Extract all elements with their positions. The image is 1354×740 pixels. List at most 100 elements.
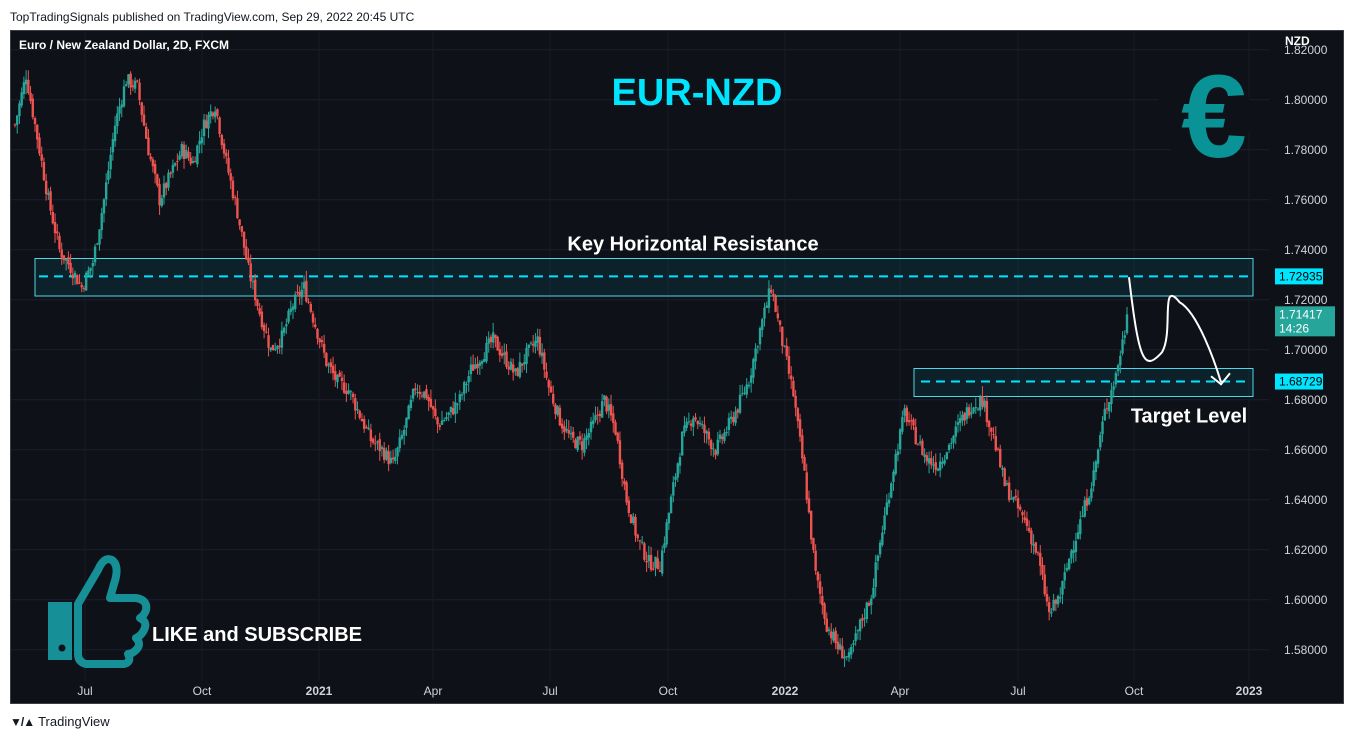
candle: [1027, 520, 1031, 534]
candle: [271, 344, 275, 351]
candle: [498, 341, 502, 363]
candle: [890, 481, 893, 499]
candle: [774, 294, 777, 313]
candle: [58, 232, 61, 253]
candle: [365, 424, 368, 429]
candle: [27, 70, 30, 95]
x-tick-label: Oct: [659, 684, 678, 698]
y-tick-label: 1.60000: [1284, 593, 1328, 607]
candle: [645, 551, 648, 572]
candle: [552, 385, 555, 407]
candle: [1021, 510, 1024, 524]
candle: [120, 99, 123, 118]
candle: [625, 480, 628, 506]
candle: [658, 561, 662, 572]
candle: [1014, 488, 1017, 501]
candle: [436, 416, 439, 434]
candle: [587, 428, 590, 446]
y-tick-label: 1.68000: [1284, 393, 1328, 407]
candle: [1092, 461, 1095, 492]
candle: [56, 223, 59, 240]
candle: [809, 510, 813, 545]
candle: [983, 397, 986, 412]
candle: [872, 578, 875, 599]
candle: [151, 156, 155, 173]
candle: [360, 413, 364, 422]
candle: [96, 242, 99, 246]
candle: [169, 171, 172, 178]
candle: [603, 394, 606, 407]
candle: [1094, 459, 1098, 481]
candle: [191, 156, 195, 164]
candle: [1072, 540, 1075, 563]
candle: [694, 413, 697, 422]
candle: [318, 337, 321, 349]
resistance-label: Key Horizontal Resistance: [567, 234, 818, 256]
candle: [18, 100, 21, 124]
candle: [309, 301, 312, 314]
candle: [200, 128, 204, 154]
candle: [387, 444, 390, 472]
candle: [1096, 448, 1100, 469]
candle: [211, 111, 215, 120]
candle: [42, 157, 46, 182]
candle: [64, 258, 68, 271]
candle: [474, 357, 477, 370]
candle: [489, 334, 493, 349]
y-tick-label: 1.80000: [1284, 93, 1328, 107]
candle: [907, 411, 911, 426]
candle: [362, 415, 366, 433]
candle: [434, 399, 437, 420]
zones: [34, 258, 1254, 397]
candle: [1039, 545, 1042, 576]
candle: [258, 302, 261, 317]
candle: [265, 323, 268, 334]
svg-text:1.72935: 1.72935: [1279, 269, 1323, 283]
candle: [747, 381, 751, 389]
candle: [765, 301, 768, 309]
candle: [405, 417, 408, 437]
candle: [491, 322, 495, 349]
candle: [53, 213, 57, 243]
candle: [509, 358, 513, 371]
candle: [538, 328, 542, 358]
candle: [193, 156, 197, 163]
candle: [620, 459, 624, 487]
candle: [291, 303, 295, 320]
candle: [242, 231, 246, 256]
candle: [578, 431, 582, 445]
candle: [1076, 524, 1080, 540]
candle: [198, 131, 201, 154]
candle: [320, 336, 324, 348]
chart-frame[interactable]: Euro / New Zealand Dollar, 2D, FXCM EUR-…: [10, 30, 1344, 704]
price-axis[interactable]: NZD 1.82000 1.80000 1.78000 1.76000 1.74000 1…: [1284, 34, 1328, 657]
candle: [227, 149, 230, 176]
svg-text:1.68729: 1.68729: [1279, 375, 1323, 389]
candle: [892, 469, 895, 491]
candle: [527, 344, 530, 357]
candle: [974, 397, 977, 414]
candle: [692, 415, 695, 436]
candle: [667, 512, 671, 531]
candle: [707, 428, 711, 446]
candle: [778, 320, 782, 333]
candle: [233, 195, 237, 206]
candle: [218, 116, 221, 138]
candle: [76, 274, 79, 285]
candle: [574, 437, 577, 449]
time-axis[interactable]: Jul Oct 2021 Apr Jul Oct 2022 Apr Jul Oct 2023: [77, 684, 1262, 698]
candle: [738, 384, 742, 415]
candle: [607, 398, 611, 419]
y-tick-label: 1.62000: [1284, 543, 1328, 557]
candle: [122, 79, 126, 108]
candle: [331, 356, 335, 381]
candle: [741, 384, 744, 397]
candle: [721, 433, 724, 445]
candle: [910, 414, 913, 430]
price-chart[interactable]: Euro / New Zealand Dollar, 2D, FXCM EUR-…: [11, 31, 1343, 703]
candle: [187, 146, 190, 161]
candle: [285, 318, 288, 335]
candle: [29, 85, 32, 104]
candle: [1016, 490, 1020, 518]
candle: [636, 533, 639, 542]
